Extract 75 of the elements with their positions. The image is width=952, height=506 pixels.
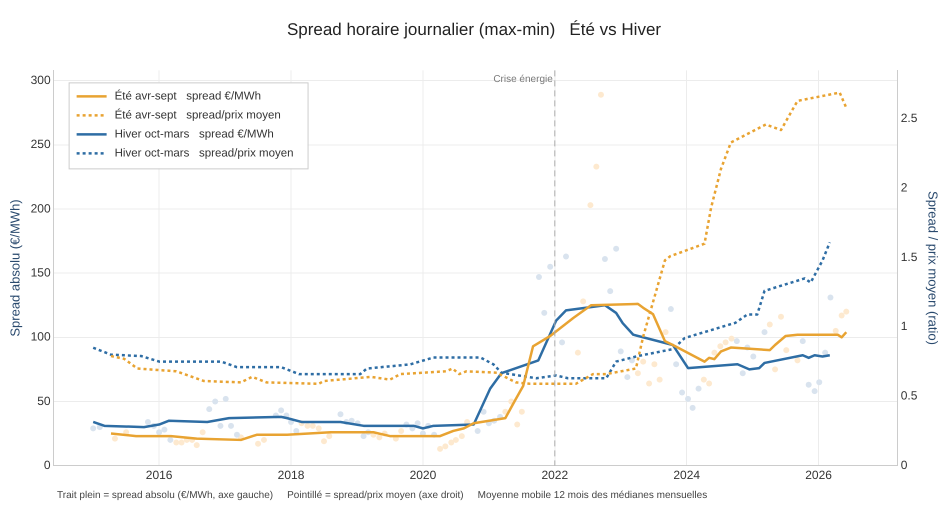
text: Trait plein = spread absolu (€/MWh, axe gauche) [57, 490, 274, 501]
y2-axis-title: Spread / prix moyen (ratio) [926, 191, 941, 345]
point [717, 343, 724, 350]
point [662, 329, 669, 336]
legend-label: Hiver oct-mars spread €/MWh [114, 128, 274, 141]
chart-title: Spread horaire journalier (max-min) Été vs Hiver [286, 20, 662, 39]
point [651, 361, 658, 368]
y-tick-label: 0 [44, 458, 51, 472]
point [518, 408, 525, 415]
point [173, 440, 180, 446]
y2-tick-label: 2 [900, 180, 908, 195]
point [832, 328, 839, 334]
x-tick-label: 2020 [410, 468, 437, 482]
y-tick-label: 50 [37, 394, 51, 408]
point [728, 336, 735, 342]
point [778, 314, 784, 320]
point [316, 425, 322, 432]
y2-tick-label: 1 [900, 319, 908, 334]
point [783, 347, 790, 354]
y2-tick-label: 0.5 [900, 388, 918, 403]
point [722, 339, 729, 346]
y-axis-title: Spread absolu (€/MWh) [7, 199, 22, 337]
point [326, 433, 332, 440]
point [260, 436, 267, 443]
point [574, 350, 581, 356]
point [398, 428, 404, 434]
point [194, 442, 200, 448]
point [598, 92, 604, 98]
legend-label: Été avr-sept spread/prix moyen [114, 108, 281, 122]
x-tick-label: 2018 [278, 468, 305, 482]
y-tick-label: 100 [30, 330, 51, 344]
point [310, 422, 316, 429]
point [580, 298, 586, 304]
legend-label: Hiver oct-mars spread/prix moyen [114, 148, 294, 160]
point [706, 380, 712, 386]
point [442, 443, 448, 450]
point [200, 429, 206, 436]
point [656, 376, 663, 383]
point [772, 366, 778, 372]
point [448, 440, 454, 446]
point [843, 308, 850, 315]
x-tick-label: 2016 [146, 468, 173, 482]
y2-tick-label: 0 [900, 458, 908, 472]
point [514, 422, 520, 428]
point [640, 358, 646, 365]
point [593, 164, 600, 170]
ref-line-label: Crise énergie [493, 74, 554, 86]
y-tick-label: 200 [30, 201, 51, 216]
y-tick-label: 300 [30, 72, 51, 87]
point [376, 434, 382, 440]
point [838, 312, 845, 318]
legend-label: Été avr-sept spread €/MWh [114, 90, 261, 103]
y-tick-label: 250 [30, 137, 51, 152]
text: Moyenne mobile 12 mois des médianes mensuelles [478, 490, 708, 501]
point [452, 436, 459, 443]
point [255, 440, 262, 447]
y2-tick-label: 1.5 [900, 250, 918, 264]
y-tick-label: 150 [30, 265, 51, 280]
point [178, 440, 185, 446]
point [766, 321, 773, 328]
x-tick-label: 2026 [805, 468, 832, 482]
point [711, 350, 718, 356]
point [112, 436, 118, 442]
point [794, 357, 800, 364]
point [646, 380, 652, 386]
point [458, 433, 465, 440]
x-tick-label: 2022 [541, 468, 568, 482]
text: Pointillé = spread/prix moyen (axe droit) [287, 490, 464, 501]
point [320, 438, 327, 444]
y2-tick-label: 2.5 [900, 111, 918, 126]
point [587, 202, 594, 208]
point [437, 446, 444, 452]
point [700, 376, 707, 383]
x-tick-label: 2024 [673, 468, 700, 482]
point [634, 370, 641, 376]
